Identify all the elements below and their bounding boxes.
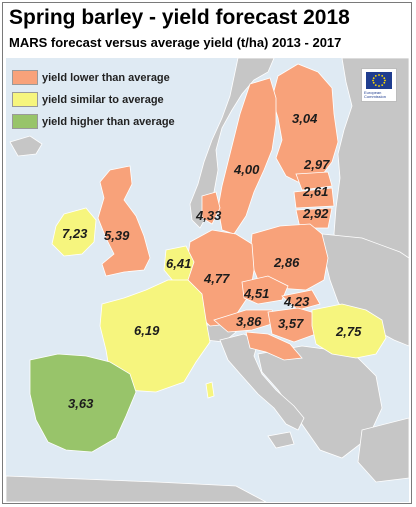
legend-item-similar: yield similar to average xyxy=(12,90,175,109)
estonia-region xyxy=(295,171,333,191)
iceland-region xyxy=(9,135,43,157)
legend-label-lower: yield lower than average xyxy=(42,71,170,84)
turkey-region xyxy=(357,417,409,483)
czechia-region xyxy=(241,275,289,305)
european-commission-logo: European Commission xyxy=(361,68,397,102)
yield-label-france: 6,19 xyxy=(134,323,160,338)
legend: yield lower than average yield similar t… xyxy=(12,68,175,134)
yield-label-lithuania: 2,92 xyxy=(303,206,329,221)
legend-swatch-lower xyxy=(12,70,38,85)
yield-label-estonia: 2,97 xyxy=(304,157,330,172)
map-title: Spring barley - yield forecast 2018 xyxy=(9,6,350,29)
map-canvas xyxy=(6,58,409,502)
yield-label-hungary: 3,57 xyxy=(278,316,304,331)
map-subtitle: MARS forecast versus average yield (t/ha… xyxy=(9,35,342,50)
map-frame: Spring barley - yield forecast 2018 MARS… xyxy=(2,2,412,504)
lithuania-region xyxy=(295,207,333,229)
yield-label-sweden: 4,00 xyxy=(234,162,260,177)
legend-item-lower: yield lower than average xyxy=(12,68,175,87)
yield-label-ireland: 7,23 xyxy=(62,226,88,241)
slovakia-region xyxy=(281,289,321,311)
romania-bulgaria-region xyxy=(311,303,387,359)
legend-label-higher: yield higher than average xyxy=(42,115,175,128)
denmark-region xyxy=(201,191,221,225)
yield-label-finland: 3,04 xyxy=(292,111,318,126)
yield-label-germany: 4,77 xyxy=(204,271,230,286)
yield-label-denmark: 4,33 xyxy=(196,208,222,223)
europe-map: yield lower than average yield similar t… xyxy=(6,58,409,502)
yield-label-austria: 3,86 xyxy=(236,314,262,329)
sicily-region xyxy=(267,431,295,449)
spain-region xyxy=(29,353,137,453)
yield-label-spain: 3,63 xyxy=(68,396,94,411)
yield-label-czechia: 4,51 xyxy=(244,286,270,301)
yield-label-slovakia: 4,23 xyxy=(284,294,310,309)
yield-label-latvia: 2,61 xyxy=(303,184,329,199)
ireland-region xyxy=(51,207,97,257)
latvia-region xyxy=(293,187,335,209)
uk-region xyxy=(97,165,151,277)
yield-label-uk: 5,39 xyxy=(104,228,130,243)
logo-text: European Commission xyxy=(364,91,387,99)
yield-label-romania: 2,75 xyxy=(336,324,362,339)
sweden-region xyxy=(217,77,277,235)
poland-region xyxy=(249,223,329,291)
north-africa-region xyxy=(6,475,267,502)
slovenia-croatia-region xyxy=(245,331,303,361)
eu-flag-icon xyxy=(366,72,392,89)
legend-swatch-similar xyxy=(12,92,38,107)
legend-swatch-higher xyxy=(12,114,38,129)
legend-label-similar: yield similar to average xyxy=(42,93,164,106)
legend-item-higher: yield higher than average xyxy=(12,112,175,131)
yield-label-benelux: 6,41 xyxy=(166,256,192,271)
corsica-region xyxy=(205,381,215,399)
yield-label-poland: 2,86 xyxy=(274,255,300,270)
